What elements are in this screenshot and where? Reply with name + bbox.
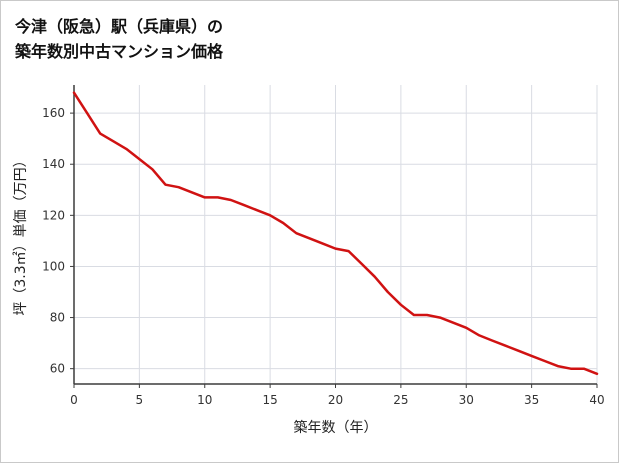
y-tick-label: 60: [50, 361, 65, 375]
x-tick-label: 15: [262, 393, 277, 407]
x-tick-label: 35: [524, 393, 539, 407]
x-tick-label: 0: [70, 393, 78, 407]
price-line: [72, 91, 599, 375]
chart-title-line2: 築年数別中古マンション価格: [15, 41, 224, 61]
x-tick-label: 10: [197, 393, 212, 407]
x-tick-label: 30: [459, 393, 474, 407]
y-tick-label: 160: [42, 106, 65, 120]
y-tick-label: 100: [42, 259, 65, 273]
x-tick-label: 5: [136, 393, 144, 407]
y-tick-label: 120: [42, 208, 65, 222]
x-tick-label: 40: [589, 393, 604, 407]
chart-title-line1: 今津（阪急）駅（兵庫県）の: [15, 17, 224, 36]
price-by-age-line-chart: 0 5 10 15 20 25 30 35 40 60 80 100 120 140 160 築年数（年） 坪（…: [13, 84, 605, 436]
x-tick-label: 20: [328, 393, 343, 407]
y-tick-label: 80: [50, 310, 65, 324]
y-tick-label: 140: [42, 157, 65, 171]
x-tick-label: 25: [393, 393, 408, 407]
y-axis-label: 坪（3.3㎡）単価（万円）: [13, 153, 29, 315]
chart-title: 今津（阪急）駅（兵庫県）の 築年数別中古マンション価格: [15, 15, 610, 65]
x-axis-label: 築年数（年）: [294, 420, 378, 436]
